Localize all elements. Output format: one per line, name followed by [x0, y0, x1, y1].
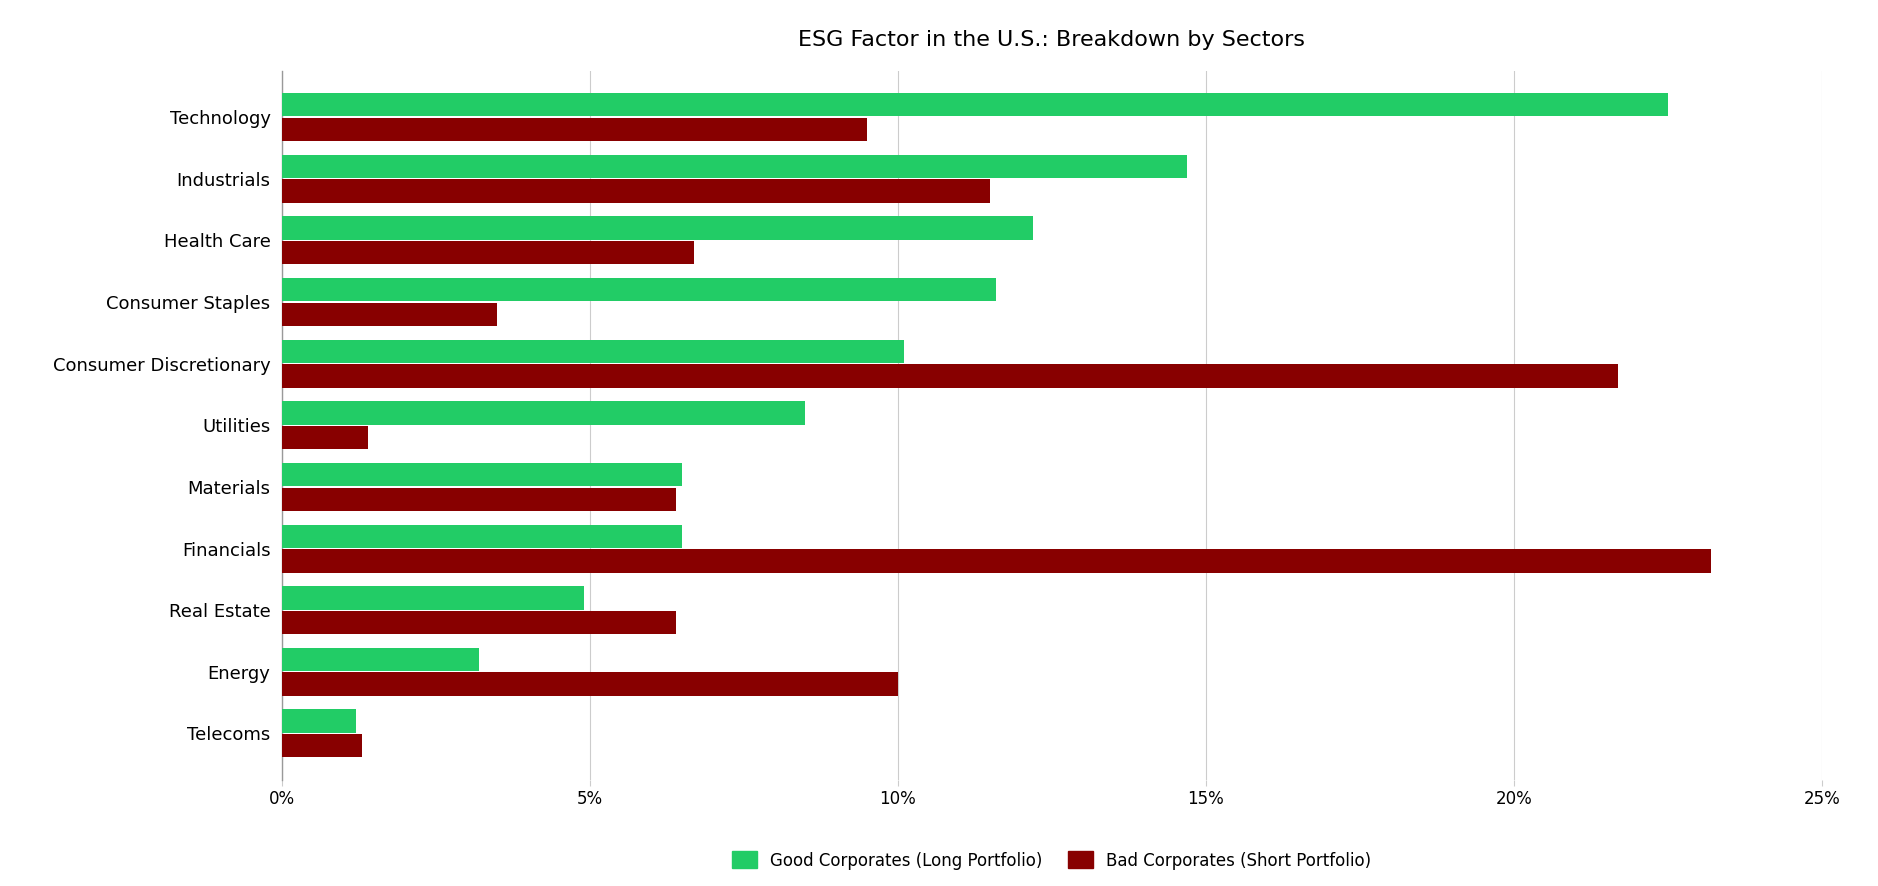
Legend: Good Corporates (Long Portfolio), Bad Corporates (Short Portfolio): Good Corporates (Long Portfolio), Bad Co…: [725, 844, 1378, 876]
Bar: [282, 241, 695, 264]
Bar: [282, 426, 368, 449]
Bar: [282, 93, 1668, 116]
Bar: [282, 278, 995, 301]
Bar: [282, 549, 1711, 572]
Bar: [282, 216, 1033, 240]
Bar: [282, 179, 990, 203]
Bar: [282, 672, 898, 696]
Bar: [282, 734, 362, 758]
Bar: [282, 525, 682, 548]
Bar: [282, 303, 498, 326]
Bar: [282, 648, 479, 672]
Bar: [282, 339, 903, 363]
Bar: [282, 118, 868, 141]
Title: ESG Factor in the U.S.: Breakdown by Sectors: ESG Factor in the U.S.: Breakdown by Sec…: [798, 30, 1305, 50]
Bar: [282, 401, 806, 424]
Bar: [282, 710, 355, 733]
Bar: [282, 155, 1187, 178]
Bar: [282, 364, 1619, 388]
Bar: [282, 487, 676, 511]
Bar: [282, 462, 682, 486]
Bar: [282, 610, 676, 634]
Bar: [282, 587, 584, 610]
